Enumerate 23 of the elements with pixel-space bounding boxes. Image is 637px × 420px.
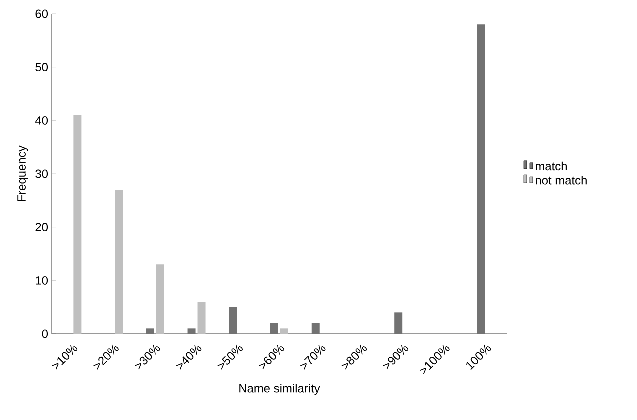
legend-label: match: [536, 162, 567, 171]
bar: [477, 24, 486, 334]
bar: [146, 328, 154, 334]
y-tick-label: 60: [36, 10, 48, 18]
y-tick-label: 50: [36, 63, 48, 72]
y-tick-label: 10: [36, 276, 48, 285]
y-tick-label: 20: [36, 223, 48, 232]
y-axis-title: Frequency: [18, 146, 28, 202]
bar: [270, 323, 279, 334]
y-tick-label: 30: [36, 170, 48, 178]
bar: [198, 302, 206, 334]
y-tick-label: 40: [35, 116, 48, 125]
bar: [156, 264, 164, 334]
bar: [229, 307, 238, 334]
bar: [115, 190, 124, 334]
bar: [312, 323, 320, 334]
legend-label: not match: [536, 176, 587, 185]
y-tick-label: 0: [42, 330, 48, 338]
bar: [280, 328, 288, 334]
bar: [188, 328, 196, 334]
bar: [394, 312, 403, 334]
x-axis-title: Name similarity: [240, 384, 320, 396]
bar: [74, 115, 82, 334]
